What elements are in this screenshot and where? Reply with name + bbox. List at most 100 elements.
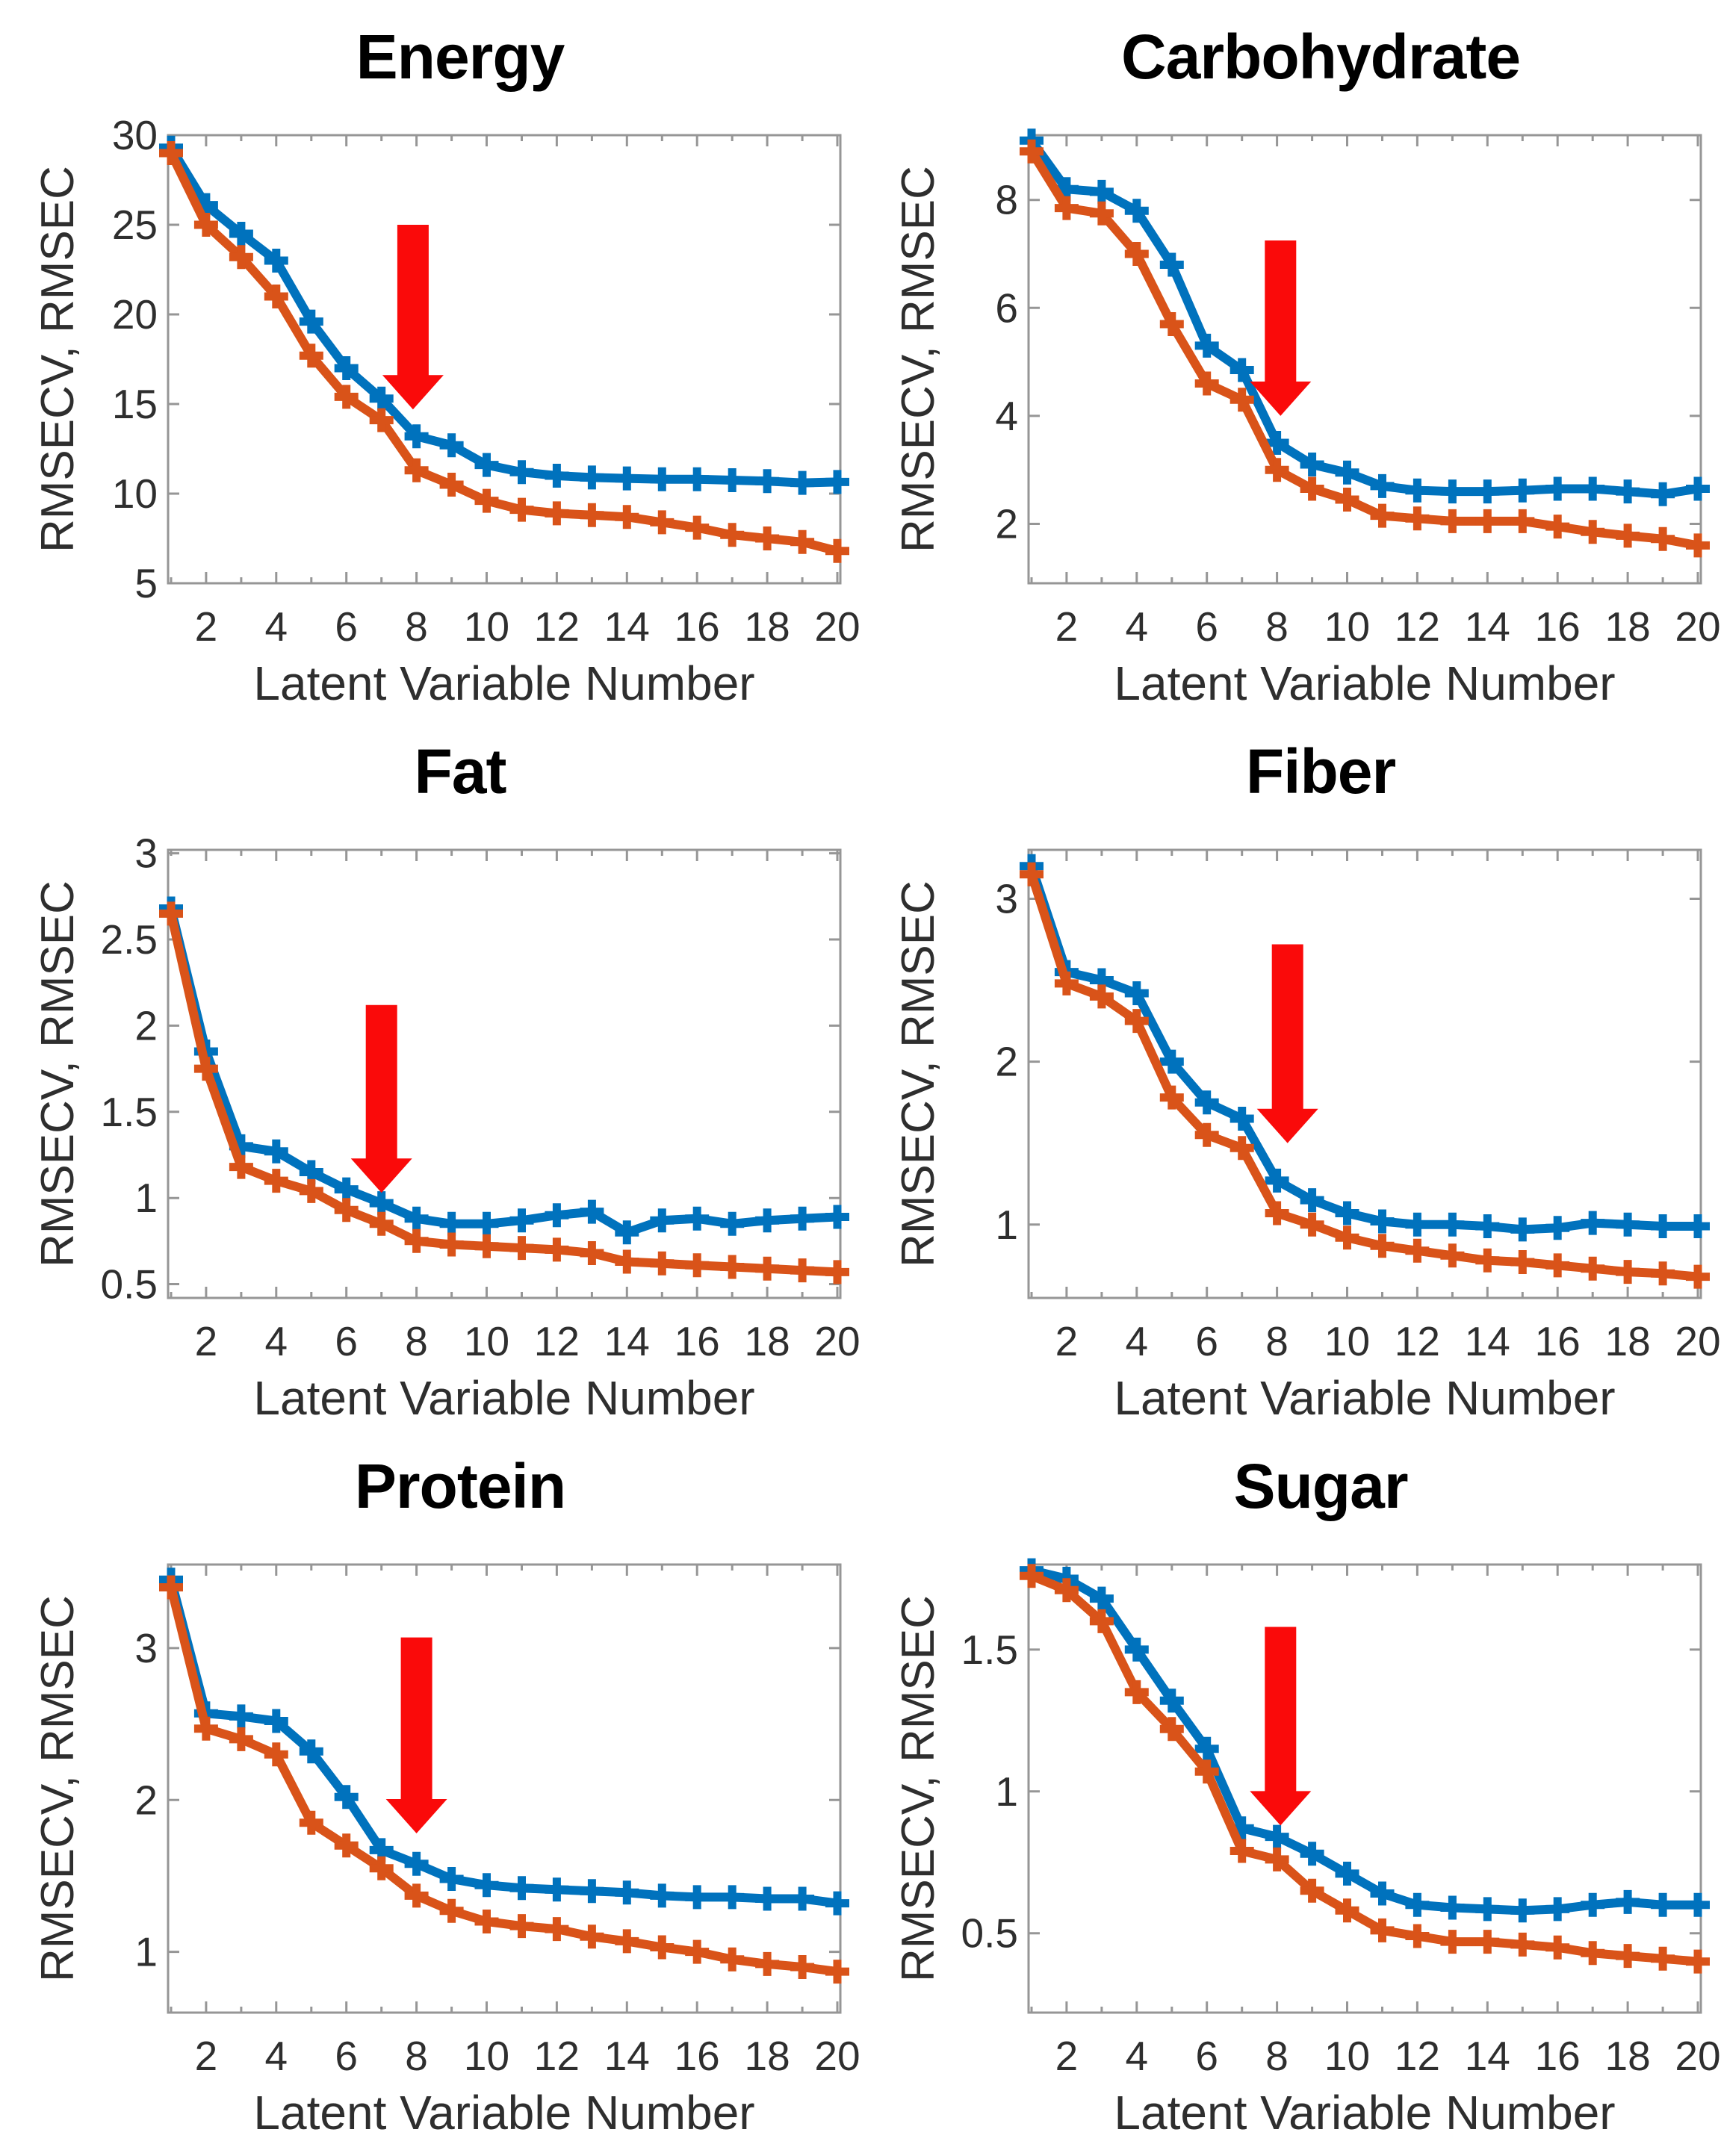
svg-text:6: 6: [335, 603, 358, 650]
svg-text:2: 2: [134, 1777, 158, 1823]
rmsec-series: [1020, 1564, 1710, 1974]
axes-box: [167, 1563, 842, 2014]
x-axis-label: Latent Variable Number: [253, 2086, 755, 2140]
x-tick-labels: 2 4 6 8 10 12 14 16 18 20: [1055, 603, 1721, 650]
fiber-line-plot: 2 4 6 8 10 12 14 16 18 20 123: [995, 848, 1721, 1364]
rmsec-series: [1020, 862, 1710, 1289]
x-tick-labels: 2 4 6 8 10 12 14 16 18 20: [1055, 1318, 1721, 1364]
svg-text:2: 2: [195, 603, 218, 650]
svg-text:1: 1: [995, 1202, 1018, 1248]
svg-text:20: 20: [814, 1318, 860, 1364]
red-down-arrow-icon: [350, 1004, 412, 1193]
svg-text:16: 16: [1535, 603, 1581, 650]
svg-text:2: 2: [1055, 1318, 1079, 1364]
svg-text:12: 12: [534, 2033, 580, 2079]
svg-text:25: 25: [112, 202, 158, 248]
svg-text:5: 5: [134, 560, 158, 606]
y-tick-labels: 5 10 15 20 25 30: [112, 112, 158, 606]
svg-text:12: 12: [1395, 603, 1440, 650]
svg-text:6: 6: [1195, 1318, 1218, 1364]
svg-text:6: 6: [995, 285, 1018, 331]
svg-text:10: 10: [1324, 1318, 1370, 1364]
x-tick-labels: 2 4 6 8 10 12 14 16 18 20: [1055, 2033, 1721, 2079]
red-down-arrow-icon: [385, 1637, 447, 1833]
svg-text:10: 10: [1324, 2033, 1370, 2079]
svg-text:18: 18: [1605, 1318, 1651, 1364]
x-axis-label: Latent Variable Number: [1114, 656, 1616, 710]
svg-text:3: 3: [134, 1625, 158, 1671]
axes-box: [1027, 134, 1702, 585]
svg-text:8: 8: [405, 603, 428, 650]
svg-text:16: 16: [1535, 1318, 1581, 1364]
rmsecv-series: [159, 135, 849, 495]
x-tick-labels: 2 4 6 8 10 12 14 16 18 20: [195, 1318, 860, 1364]
chart-title: Energy: [356, 22, 565, 92]
axes-box: [167, 134, 842, 585]
chart-panel-carbohydrate: Carbohydrate RMSECV, RMSEC 2 4 6 8 10 12 14 16 1…: [890, 12, 1721, 727]
svg-text:10: 10: [112, 470, 158, 517]
red-down-arrow-icon: [1250, 1627, 1312, 1826]
svg-text:2: 2: [134, 1002, 158, 1049]
svg-text:20: 20: [1675, 2033, 1720, 2079]
svg-text:4: 4: [265, 603, 288, 650]
svg-text:12: 12: [534, 603, 580, 650]
svg-text:8: 8: [405, 2033, 428, 2079]
svg-text:16: 16: [675, 2033, 720, 2079]
red-down-arrow-icon: [1256, 944, 1318, 1143]
tick-marks: [168, 134, 840, 585]
rmsecv-series: [159, 896, 849, 1245]
y-tick-labels: 1 2 3: [995, 876, 1018, 1248]
tick-marks: [1029, 135, 1701, 583]
svg-text:12: 12: [1395, 2033, 1440, 2079]
svg-text:20: 20: [1675, 1318, 1720, 1364]
tick-marks: [168, 850, 840, 1298]
chart-title: Fat: [414, 736, 507, 807]
svg-text:18: 18: [745, 2033, 790, 2079]
svg-text:6: 6: [335, 1318, 358, 1364]
svg-text:12: 12: [1395, 1318, 1440, 1364]
sugar-line-plot: 2 4 6 8 10 12 14 16 18 20 0.5 1 1.5: [961, 1558, 1721, 2079]
y-tick-labels: 1 2 3: [134, 1625, 158, 1975]
y-tick-labels: 0.5 1 1.5: [961, 1627, 1018, 1957]
svg-text:14: 14: [1465, 1318, 1510, 1364]
svg-text:1: 1: [134, 1929, 158, 1975]
svg-text:3: 3: [995, 876, 1018, 922]
svg-text:4: 4: [265, 1318, 288, 1364]
svg-text:20: 20: [112, 291, 158, 338]
svg-text:18: 18: [1605, 2033, 1651, 2079]
svg-text:14: 14: [1465, 603, 1510, 650]
svg-text:8: 8: [405, 1318, 428, 1364]
svg-text:8: 8: [1265, 603, 1289, 650]
svg-text:30: 30: [112, 112, 158, 158]
axes-box: [167, 848, 842, 1299]
fat-line-plot: 2 4 6 8 10 12 14 16 18 20 0.5 1 1.5 2 2.5 3: [101, 830, 860, 1364]
chart-panel-fiber: Fiber RMSECV, RMSEC 2 4 6 8 10 12 14 16 18 20 1 2 3 …: [890, 727, 1721, 1441]
axes-box: [1027, 1563, 1702, 2014]
chart-title: Fiber: [1245, 736, 1396, 807]
y-tick-labels: 0.5 1 1.5 2 2.5 3: [101, 830, 158, 1308]
svg-text:15: 15: [112, 381, 158, 427]
rmsecv-series: [159, 1568, 849, 1916]
svg-text:10: 10: [1324, 603, 1370, 650]
svg-text:20: 20: [814, 2033, 860, 2079]
svg-text:2.5: 2.5: [101, 916, 158, 963]
x-axis-label: Latent Variable Number: [1114, 2086, 1616, 2140]
x-axis-label: Latent Variable Number: [1114, 1371, 1616, 1425]
rmsec-series: [1020, 139, 1710, 558]
svg-text:20: 20: [814, 603, 860, 650]
svg-text:4: 4: [1126, 1318, 1149, 1364]
chart-panel-protein: Protein RMSECV, RMSEC 2 4 6 8 10 12 14 16 18 20 1 2…: [30, 1441, 890, 2156]
svg-text:8: 8: [1265, 1318, 1289, 1364]
svg-text:18: 18: [745, 1318, 790, 1364]
tick-marks: [168, 1565, 840, 2013]
svg-text:2: 2: [995, 501, 1018, 547]
svg-text:3: 3: [134, 830, 158, 877]
rmsecv-series: [1020, 854, 1710, 1242]
chart-title: Protein: [354, 1451, 566, 1521]
x-tick-labels: 2 4 6 8 10 12 14 16 18 20: [195, 603, 860, 650]
energy-line-plot: 2 4 6 8 10 12 14 16 18 20 5 10 15 20 25 30: [112, 112, 860, 650]
svg-text:1: 1: [134, 1175, 158, 1221]
chart-panel-sugar: Sugar RMSECV, RMSEC 2 4 6 8 10 12 14 16 18 20 0.5 1…: [890, 1441, 1721, 2156]
svg-text:14: 14: [1465, 2033, 1510, 2079]
